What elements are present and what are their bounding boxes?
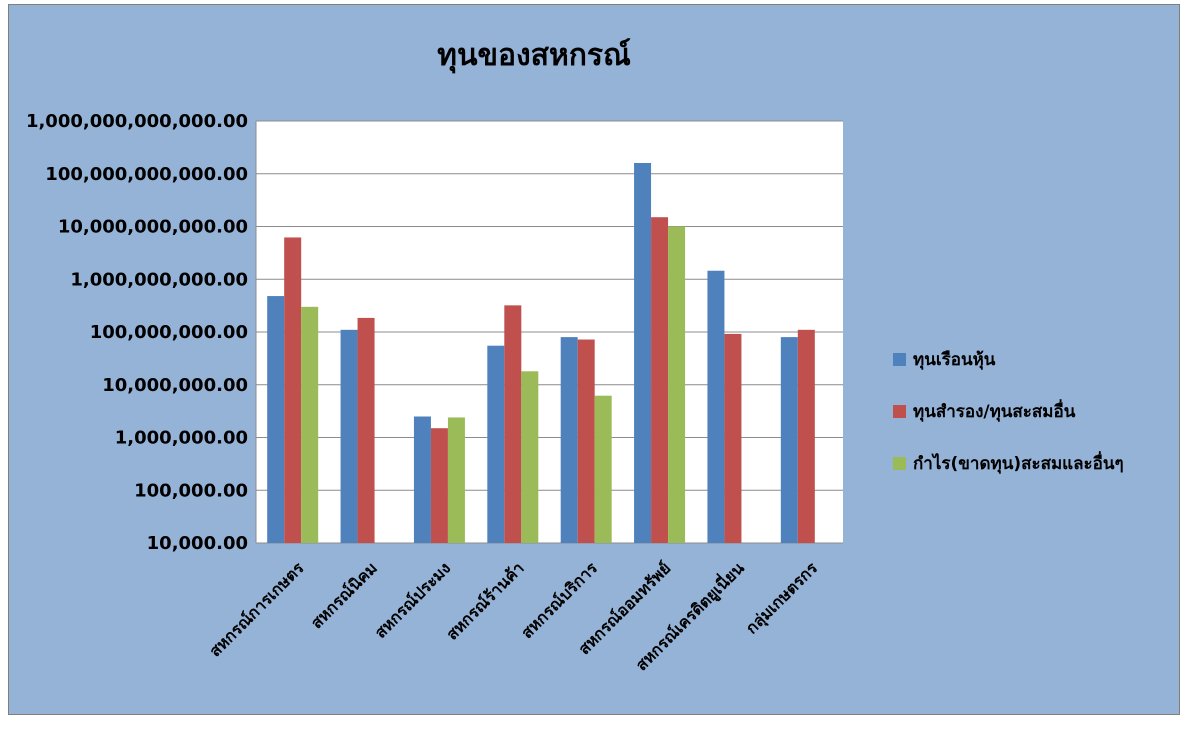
bar-2	[797, 329, 815, 543]
x-tick-label: สหกรณ์การเกษตร	[205, 558, 307, 660]
bar-3	[301, 306, 319, 543]
bar-2	[430, 428, 448, 543]
x-tick-label: สหกรณ์ประมง	[371, 558, 455, 642]
bar-1	[267, 296, 285, 543]
x-tick-label: สหกรณ์นิคม	[307, 558, 381, 632]
bar-1	[780, 337, 798, 543]
bar-2	[577, 339, 595, 543]
y-tick-label: 10,000.00	[147, 533, 248, 554]
bar-2	[357, 317, 375, 543]
x-axis-ticks: สหกรณ์การเกษตร สหกรณ์นิคมสหกรณ์ประมงสหกรณ…	[205, 557, 822, 676]
legend-swatch	[893, 457, 906, 470]
bar-3	[668, 226, 686, 543]
chart-svg: ทุนของสหกรณ์ 10,000.00 100,000.00 1,000,00…	[26, 38, 1124, 676]
bar-1	[560, 337, 578, 543]
y-tick-label: 100,000,000,000.00	[45, 164, 248, 185]
bar-1	[413, 416, 431, 543]
bar-1	[487, 345, 505, 543]
chart-area: ทุนของสหกรณ์ 10,000.00 100,000.00 1,000,00…	[8, 4, 1180, 715]
bar-2	[284, 237, 302, 543]
bar-1	[634, 162, 652, 543]
legend-label: ทุนสำรอง/ทุนสะสมอื่น	[913, 399, 1076, 422]
bar-3	[447, 417, 465, 543]
legend-swatch	[893, 353, 906, 366]
y-tick-label: 100,000,000.00	[90, 322, 248, 343]
y-tick-label: 100,000.00	[134, 480, 248, 501]
y-tick-label: 1,000,000,000.00	[70, 269, 248, 290]
bar-2	[504, 305, 522, 543]
bar-2	[724, 333, 742, 543]
y-tick-label: 1,000,000.00	[115, 428, 248, 449]
chart-title: ทุนของสหกรณ์	[437, 38, 631, 74]
bar-3	[521, 371, 539, 543]
legend-swatch	[893, 405, 906, 418]
y-tick-label: 10,000,000,000.00	[58, 217, 248, 238]
x-tick-label: กลุ่มเกษตรกร	[742, 558, 822, 638]
legend: ทุนเรือนหุ้นทุนสำรอง/ทุนสะสมอื่นกำไร(ขาด…	[893, 349, 1124, 474]
legend-label: ทุนเรือนหุ้น	[913, 349, 996, 370]
bar-2	[651, 217, 669, 543]
y-tick-label: 10,000,000.00	[102, 375, 248, 396]
bar-1	[707, 270, 725, 543]
bar-1	[340, 329, 358, 543]
bars	[267, 162, 815, 543]
legend-label: กำไร(ขาดทุน)สะสมและอื่นๆ	[913, 451, 1124, 474]
y-tick-label: 1,000,000,000,000.00	[26, 111, 248, 132]
x-tick-label: สหกรณ์ร้านค้า	[442, 558, 527, 643]
y-axis-ticks: 10,000.00 100,000.00 1,000,000.00 10,000,00…	[26, 111, 248, 554]
bar-3	[594, 395, 612, 543]
